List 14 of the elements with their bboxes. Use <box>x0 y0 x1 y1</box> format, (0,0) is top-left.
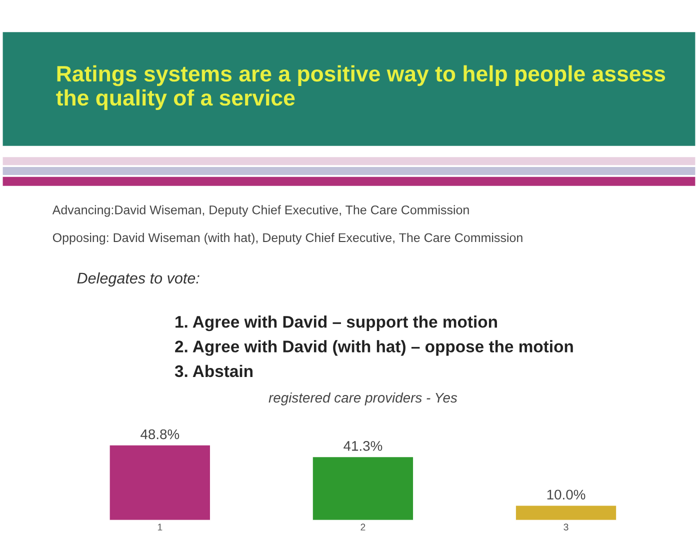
chart-subtitle: registered care providers - Yes <box>268 392 458 406</box>
x-tick-label: 1 <box>158 524 162 530</box>
text: Advancing:David Wiseman, Deputy Chief Executive, The Care Commission <box>52 205 469 217</box>
text: 1. Agree with David – support the motion <box>176 316 497 332</box>
text: 3. Abstain <box>174 364 252 378</box>
data-label: 41.3% <box>344 441 382 451</box>
x-tick-label: 2 <box>360 524 366 530</box>
data-label: 48.8% <box>140 429 180 440</box>
data-label: 10.0% <box>547 490 586 500</box>
text: Delegates to vote: <box>77 272 200 287</box>
x-tick-label: 3 <box>564 524 568 531</box>
text: 2. Agree with David (with hat) – oppose the motion <box>175 340 573 356</box>
chart-title: Ratings systems are a positive way to help people assess the quality of a service <box>56 65 666 110</box>
text: Opposing: David Wiseman (with hat), Deputy Chief Executive, The Care Commission <box>52 232 522 245</box>
